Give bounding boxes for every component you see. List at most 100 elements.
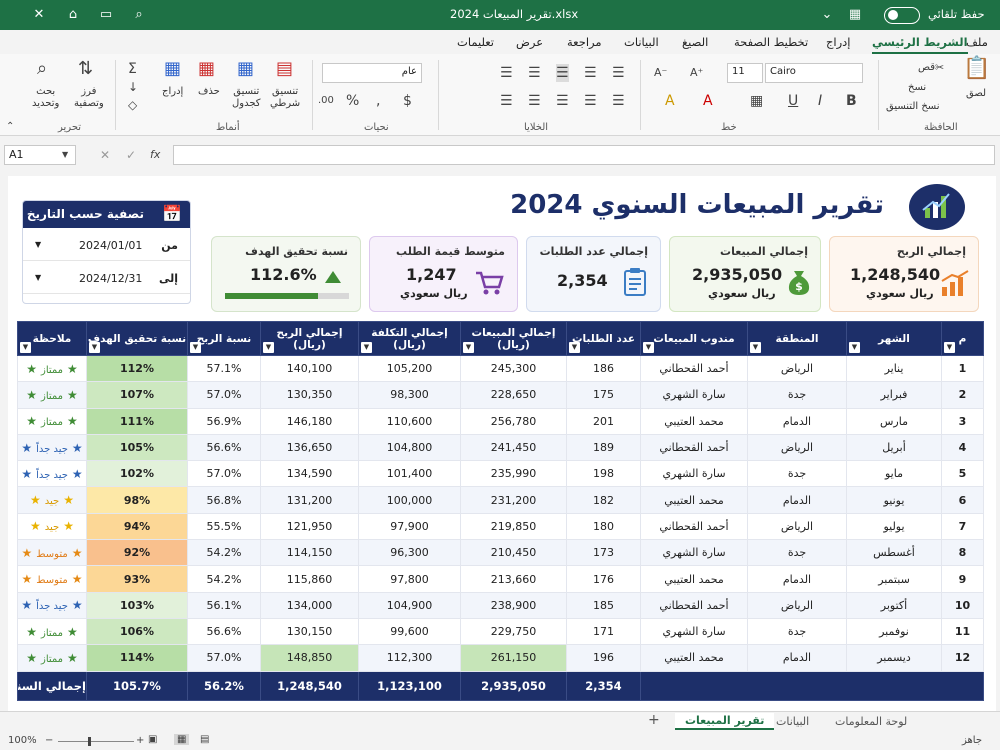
total-cell[interactable]: إجمالي السنة bbox=[17, 670, 87, 701]
align-middle-icon[interactable]: ☰ bbox=[584, 65, 597, 81]
table-cell[interactable]: الرياض bbox=[747, 591, 847, 619]
format-as-table-icon[interactable]: ▦ bbox=[237, 58, 255, 79]
table-cell[interactable]: محمد العتيبي bbox=[640, 644, 748, 672]
date-from-value[interactable]: 2024/01/01 bbox=[79, 239, 143, 252]
table-cell[interactable]: جدة bbox=[747, 381, 847, 409]
column-header[interactable]: المنطقة ▼ bbox=[747, 321, 847, 356]
table-cell[interactable]: 245,300 bbox=[460, 354, 567, 383]
conditional-format-button[interactable]: تنسيق شرطي bbox=[270, 86, 301, 109]
font-grow-icon[interactable]: A⁺ bbox=[690, 66, 704, 79]
table-cell[interactable]: 100,000 bbox=[358, 486, 461, 514]
formula-input[interactable] bbox=[173, 145, 995, 165]
table-cell[interactable]: 114,150 bbox=[260, 539, 359, 567]
table-cell[interactable]: 146,180 bbox=[260, 407, 359, 435]
table-cell[interactable]: 4 bbox=[941, 433, 984, 462]
find-select-icon[interactable]: ⌕ bbox=[37, 58, 48, 79]
table-cell[interactable]: 102% bbox=[86, 460, 188, 488]
table-cell[interactable]: 131,200 bbox=[260, 486, 359, 514]
table-cell[interactable]: محمد العتيبي bbox=[640, 407, 748, 435]
sort-filter-icon[interactable]: ⇅ bbox=[78, 58, 94, 79]
table-cell[interactable]: أبريل bbox=[846, 433, 942, 462]
table-cell[interactable]: 57.0% bbox=[187, 381, 261, 409]
table-cell[interactable]: الدمام bbox=[747, 644, 847, 672]
table-cell[interactable]: 130,150 bbox=[260, 617, 359, 646]
zoom-level[interactable]: 100% bbox=[8, 735, 37, 746]
table-cell[interactable]: 198 bbox=[566, 460, 641, 488]
table-cell[interactable]: ★جيد★ bbox=[17, 486, 87, 514]
orientation-icon[interactable]: ☰ bbox=[528, 65, 541, 81]
table-cell[interactable]: 56.6% bbox=[187, 617, 261, 646]
table-cell[interactable]: ★ممتاز★ bbox=[17, 354, 87, 383]
table-cell[interactable]: الرياض bbox=[747, 433, 847, 462]
table-cell[interactable]: 107% bbox=[86, 381, 188, 409]
table-cell[interactable]: 134,000 bbox=[260, 591, 359, 619]
table-cell[interactable]: الرياض bbox=[747, 354, 847, 383]
table-cell[interactable]: 111% bbox=[86, 407, 188, 435]
table-cell[interactable]: 9 bbox=[941, 565, 984, 593]
table-cell[interactable]: 235,990 bbox=[460, 460, 567, 488]
table-cell[interactable]: 56.9% bbox=[187, 407, 261, 435]
insert-cells-icon[interactable]: ▦ bbox=[164, 58, 182, 79]
table-cell[interactable]: ★جيد جداً★ bbox=[17, 433, 87, 462]
font-name-select[interactable]: Cairo bbox=[765, 63, 863, 83]
table-cell[interactable]: سارة الشهري bbox=[640, 381, 748, 409]
border-icon[interactable]: ▦ bbox=[750, 93, 764, 109]
align-right-icon[interactable]: ☰ bbox=[612, 93, 625, 109]
table-cell[interactable]: 1 bbox=[941, 354, 984, 383]
table-cell[interactable]: الدمام bbox=[747, 486, 847, 514]
table-cell[interactable]: محمد العتيبي bbox=[640, 486, 748, 514]
table-cell[interactable]: 99,600 bbox=[358, 617, 461, 646]
filter-dropdown-icon[interactable]: ▼ bbox=[263, 342, 274, 353]
table-cell[interactable]: ★جيد جداً★ bbox=[17, 591, 87, 619]
table-cell[interactable]: يوليو bbox=[846, 512, 942, 541]
table-cell[interactable]: 2 bbox=[941, 381, 984, 409]
filter-dropdown-icon[interactable]: ▼ bbox=[361, 342, 372, 353]
table-cell[interactable]: 261,150 bbox=[460, 644, 567, 672]
table-cell[interactable]: ديسمبر bbox=[846, 644, 942, 672]
table-cell[interactable]: 148,850 bbox=[260, 644, 359, 672]
table-cell[interactable]: محمد العتيبي bbox=[640, 565, 748, 593]
table-cell[interactable]: ★جيد★ bbox=[17, 512, 87, 541]
format-painter-button[interactable]: نسخ التنسيق bbox=[886, 101, 940, 112]
total-cell[interactable]: 2,354 bbox=[566, 670, 641, 701]
zoom-out-icon[interactable]: − bbox=[45, 735, 54, 746]
table-cell[interactable]: ★جيد جداً★ bbox=[17, 460, 87, 488]
indent-icon[interactable]: ☰ bbox=[528, 93, 541, 109]
table-cell[interactable]: 97,900 bbox=[358, 512, 461, 541]
tab-home[interactable]: الشريط الرئيسي bbox=[872, 35, 968, 54]
date-from-row[interactable]: من 2024/01/01 ▼ bbox=[23, 231, 190, 261]
filter-dropdown-icon[interactable]: ▼ bbox=[643, 342, 654, 353]
table-cell[interactable]: أحمد القحطاني bbox=[640, 591, 748, 619]
save-icon[interactable]: ▭ bbox=[99, 7, 113, 22]
filter-dropdown-icon[interactable]: ▼ bbox=[463, 342, 474, 353]
table-cell[interactable]: 10 bbox=[941, 591, 984, 619]
table-cell[interactable]: ★متوسط★ bbox=[17, 565, 87, 593]
table-cell[interactable]: 176 bbox=[566, 565, 641, 593]
tab-page-layout[interactable]: تخطيط الصفحة bbox=[734, 35, 809, 49]
column-header[interactable]: نسبة الربح ▼ bbox=[187, 321, 261, 356]
sheet-tab-dashboard[interactable]: لوحة المعلومات bbox=[835, 715, 908, 728]
sheet-tab-data[interactable]: البيانات bbox=[776, 715, 810, 728]
total-cell[interactable]: 2,935,050 bbox=[460, 670, 567, 701]
currency-icon[interactable]: $ bbox=[403, 93, 412, 109]
table-cell[interactable]: ★ممتاز★ bbox=[17, 407, 87, 435]
normal-view-icon[interactable]: ▦ bbox=[174, 734, 190, 745]
copy-button[interactable]: نسخ bbox=[908, 82, 927, 93]
delete-cells-button[interactable]: حذف bbox=[198, 86, 220, 97]
tab-review[interactable]: مراجعة bbox=[567, 35, 602, 49]
filter-dropdown-icon[interactable]: ▼ bbox=[944, 342, 955, 353]
table-cell[interactable]: 115,860 bbox=[260, 565, 359, 593]
table-cell[interactable]: 57.0% bbox=[187, 644, 261, 672]
table-cell[interactable]: يناير bbox=[846, 354, 942, 383]
table-cell[interactable]: جدة bbox=[747, 460, 847, 488]
table-cell[interactable]: 101,400 bbox=[358, 460, 461, 488]
table-cell[interactable]: ★ممتاز★ bbox=[17, 644, 87, 672]
chevron-down-icon[interactable]: ▼ bbox=[35, 273, 42, 282]
conditional-format-icon[interactable]: ▤ bbox=[276, 58, 294, 79]
search-icon[interactable]: ⌕ bbox=[135, 7, 143, 22]
sort-filter-button[interactable]: فرز وتصفية bbox=[74, 86, 104, 109]
filter-dropdown-icon[interactable]: ▼ bbox=[569, 342, 580, 353]
date-to-value[interactable]: 2024/12/31 bbox=[79, 272, 143, 285]
table-cell[interactable]: 93% bbox=[86, 565, 188, 593]
chevron-down-icon[interactable]: ⌄ bbox=[821, 7, 833, 22]
